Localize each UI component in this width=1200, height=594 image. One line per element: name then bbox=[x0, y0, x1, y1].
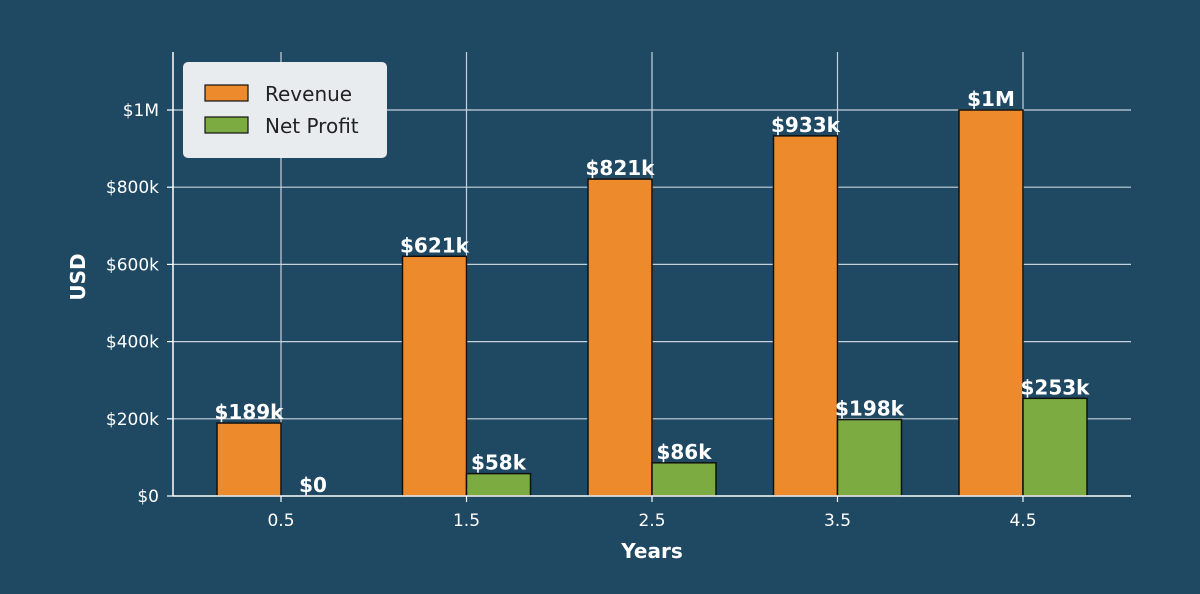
x-axis-label: Years bbox=[620, 539, 682, 563]
y-tick-label: $600k bbox=[106, 255, 159, 275]
x-tick-label: 4.5 bbox=[1009, 511, 1036, 531]
y-tick-label: $400k bbox=[106, 333, 159, 353]
data-label-net-profit: $198k bbox=[835, 397, 905, 421]
data-label-net-profit: $0 bbox=[299, 473, 327, 497]
y-tick-label: $800k bbox=[106, 178, 159, 198]
x-tick-label: 3.5 bbox=[824, 511, 851, 531]
x-tick-label: 1.5 bbox=[453, 511, 480, 531]
y-axis-label: USD bbox=[66, 253, 90, 300]
bar-revenue bbox=[958, 109, 1024, 497]
bar-revenue bbox=[587, 178, 653, 497]
data-label-revenue: $821k bbox=[586, 156, 656, 180]
bar-revenue bbox=[401, 255, 468, 497]
bar-revenue bbox=[772, 135, 839, 497]
data-label-revenue: $1M bbox=[967, 87, 1015, 111]
y-ticks: $0 $200k $400k $600k $800k $1M bbox=[106, 101, 173, 507]
data-label-net-profit: $58k bbox=[471, 451, 527, 475]
legend-label-revenue: Revenue bbox=[265, 82, 352, 106]
legend-swatch-net-profit bbox=[204, 116, 249, 134]
y-tick-label: $0 bbox=[137, 487, 159, 507]
legend-box bbox=[183, 62, 387, 158]
bar-net-profit bbox=[836, 418, 903, 497]
data-label-revenue: $933k bbox=[771, 113, 841, 137]
legend-swatch-revenue bbox=[204, 84, 249, 102]
bar-net-profit bbox=[651, 462, 717, 497]
x-tick-label: 2.5 bbox=[638, 511, 665, 531]
legend: Revenue Net Profit bbox=[183, 62, 387, 158]
y-tick-label: $1M bbox=[123, 101, 159, 121]
data-label-revenue: $189k bbox=[215, 400, 285, 424]
bar-net-profit bbox=[1022, 397, 1088, 497]
data-labels: $189k $621k $821k $933k $1M $0 $58k $86k $198k $2… bbox=[215, 87, 1091, 497]
legend-label-net-profit: Net Profit bbox=[265, 114, 359, 138]
data-label-net-profit: $86k bbox=[656, 440, 712, 464]
bar-net-profit bbox=[465, 472, 532, 497]
data-label-revenue: $621k bbox=[400, 233, 470, 257]
data-label-net-profit: $253k bbox=[1021, 375, 1091, 399]
bar-revenue bbox=[216, 422, 282, 497]
y-tick-label: $200k bbox=[106, 410, 159, 430]
x-ticks: 0.5 1.5 2.5 3.5 4.5 bbox=[267, 496, 1037, 531]
x-tick-label: 0.5 bbox=[267, 511, 294, 531]
